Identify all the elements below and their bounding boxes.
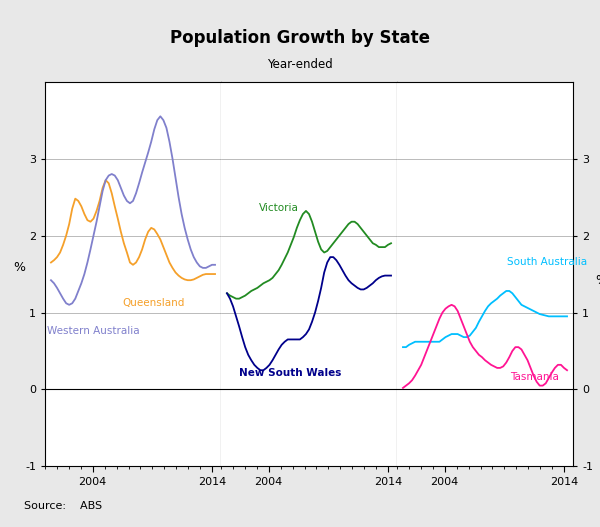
Y-axis label: %: % <box>595 274 600 287</box>
Text: South Australia: South Australia <box>507 257 587 267</box>
Text: Tasmania: Tasmania <box>511 372 559 382</box>
Text: Victoria: Victoria <box>259 203 299 213</box>
Y-axis label: %: % <box>13 261 25 274</box>
Text: Source:    ABS: Source: ABS <box>24 501 102 511</box>
Text: Year-ended: Year-ended <box>267 58 333 71</box>
Text: Population Growth by State: Population Growth by State <box>170 29 430 47</box>
Text: New South Wales: New South Wales <box>239 368 341 378</box>
Text: Western Australia: Western Australia <box>47 326 140 336</box>
Text: Queensland: Queensland <box>122 298 185 308</box>
